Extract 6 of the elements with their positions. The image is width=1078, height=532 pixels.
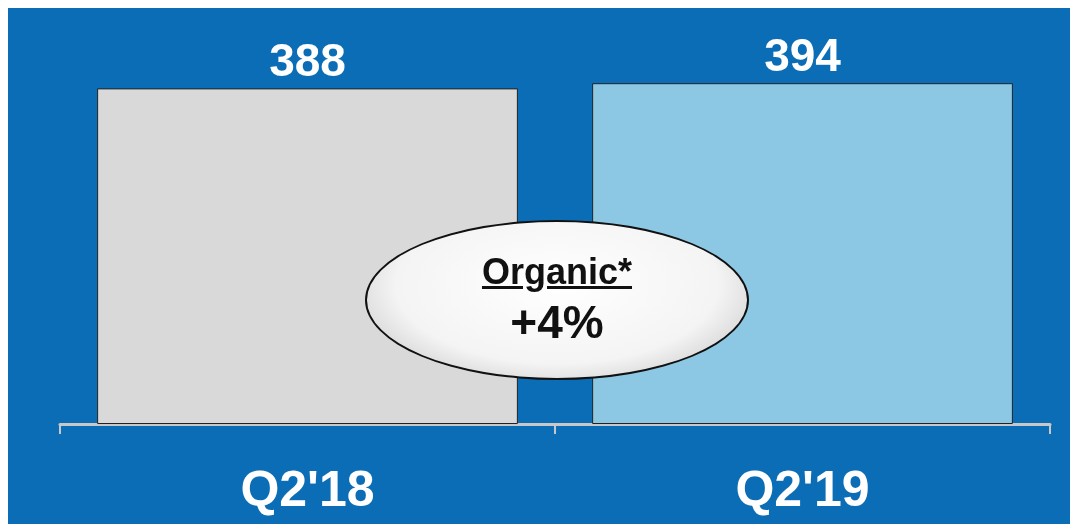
x-tick-label: Q2'19 [735,461,870,517]
annotation: Organic* [481,249,633,294]
data-label: 388 [269,34,346,87]
x-tick-label: Q2'18 [240,461,375,517]
data-label: 394 [764,29,842,82]
annotation: +4% [510,294,604,350]
